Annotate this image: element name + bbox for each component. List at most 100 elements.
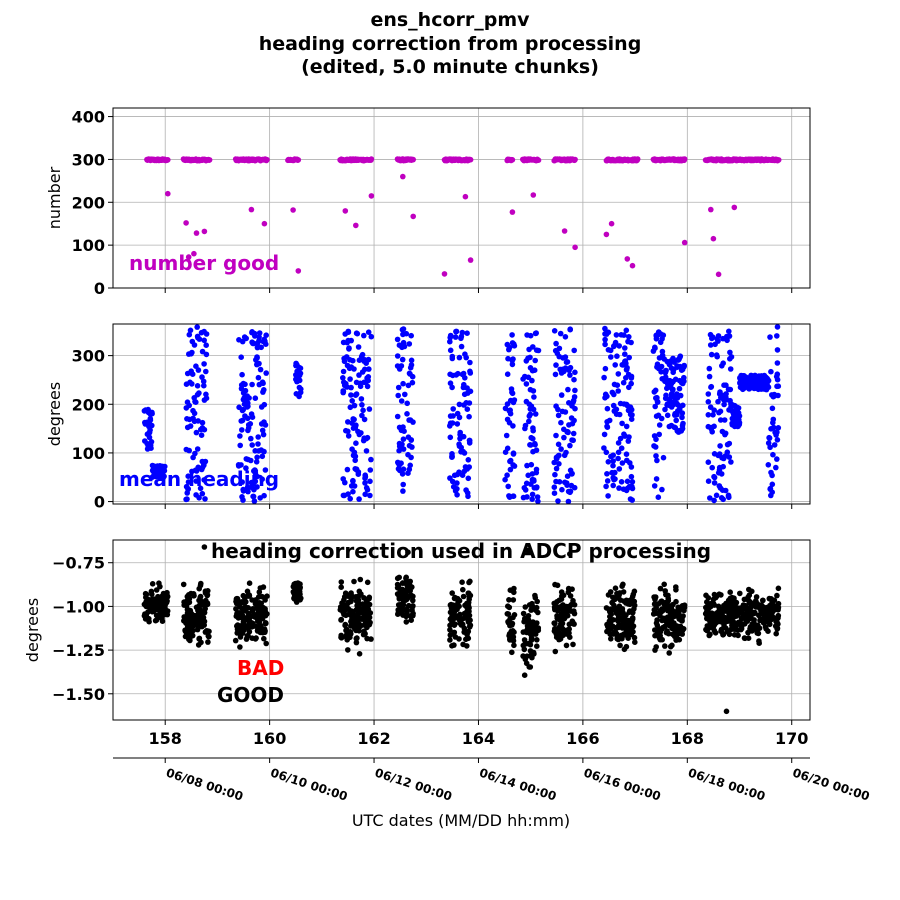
y-tick-label: 400 xyxy=(72,108,105,127)
data-point xyxy=(157,474,163,480)
data-point xyxy=(341,358,348,365)
data-point xyxy=(295,157,302,163)
data-point xyxy=(237,644,243,650)
data-point xyxy=(722,487,729,494)
data-point xyxy=(232,637,239,644)
data-point xyxy=(263,620,269,627)
data-point xyxy=(752,609,758,616)
title-line-3: (edited, 5.0 minute chunks) xyxy=(301,56,599,78)
data-point xyxy=(343,627,349,634)
data-point xyxy=(196,495,202,501)
data-point xyxy=(623,327,630,334)
data-point xyxy=(188,626,195,633)
data-point xyxy=(552,648,559,655)
data-point xyxy=(447,609,454,616)
data-point xyxy=(553,432,559,439)
data-point xyxy=(186,447,192,454)
outlier-point xyxy=(248,206,255,213)
data-point xyxy=(754,374,760,381)
annotation-heading-correction: heading correction used in ADCP processi… xyxy=(211,539,711,563)
outlier-point xyxy=(723,708,730,715)
data-point xyxy=(263,640,270,647)
data-point xyxy=(509,332,515,338)
data-point xyxy=(161,467,168,474)
data-point xyxy=(620,589,627,595)
data-point xyxy=(562,365,569,371)
data-point xyxy=(567,488,574,495)
data-point xyxy=(616,485,622,491)
outlier-point xyxy=(191,250,197,257)
data-point xyxy=(348,623,354,629)
data-point xyxy=(194,626,201,633)
data-point xyxy=(337,607,344,613)
data-point xyxy=(571,347,577,354)
data-point xyxy=(709,464,715,471)
data-point xyxy=(712,341,718,348)
data-point xyxy=(529,628,536,634)
data-point xyxy=(199,419,206,426)
data-point xyxy=(201,382,207,389)
data-point xyxy=(260,431,267,438)
data-point xyxy=(249,597,255,603)
data-point xyxy=(464,406,471,413)
data-point xyxy=(745,635,752,641)
data-point xyxy=(396,440,403,447)
data-point xyxy=(201,426,208,433)
data-point xyxy=(564,428,571,435)
data-point xyxy=(565,498,572,505)
data-point xyxy=(631,598,638,605)
data-point xyxy=(707,404,714,411)
data-point xyxy=(614,382,621,389)
data-point xyxy=(245,593,252,599)
data-point xyxy=(722,453,728,460)
data-point xyxy=(366,594,373,601)
data-point xyxy=(467,370,474,376)
data-point xyxy=(250,340,256,347)
data-point xyxy=(254,355,260,361)
data-point xyxy=(238,385,245,392)
title-line-2: heading correction from processing xyxy=(259,33,642,55)
data-point xyxy=(602,365,609,372)
data-point xyxy=(464,330,470,337)
data-point xyxy=(447,380,454,387)
data-point xyxy=(203,368,209,375)
data-point xyxy=(570,399,576,405)
data-point xyxy=(257,366,264,373)
data-point xyxy=(604,405,611,412)
data-point xyxy=(531,394,537,400)
data-point xyxy=(774,360,781,366)
data-point xyxy=(704,612,711,618)
data-point xyxy=(154,600,160,606)
data-point xyxy=(668,399,674,406)
data-point xyxy=(659,486,665,493)
data-point xyxy=(405,382,412,389)
data-point xyxy=(252,333,258,339)
data-point xyxy=(747,624,754,630)
data-point xyxy=(159,605,165,611)
data-point xyxy=(724,629,731,635)
data-point xyxy=(153,612,160,619)
data-point xyxy=(775,612,782,619)
data-point xyxy=(620,486,627,493)
data-point xyxy=(733,417,740,424)
data-point xyxy=(261,635,267,642)
data-point xyxy=(529,491,536,498)
data-point xyxy=(255,448,262,454)
data-point xyxy=(165,157,171,163)
data-point xyxy=(567,372,573,378)
outlier-point xyxy=(441,271,448,277)
data-point xyxy=(456,636,462,642)
data-point xyxy=(451,642,457,648)
data-point xyxy=(612,362,618,368)
data-point xyxy=(363,448,370,454)
data-point xyxy=(143,594,149,601)
data-point xyxy=(654,457,660,464)
data-point xyxy=(397,467,403,474)
data-point xyxy=(523,480,530,487)
y-tick-label: 200 xyxy=(72,395,105,414)
data-point xyxy=(612,595,618,602)
data-point xyxy=(449,478,456,485)
data-point xyxy=(601,374,607,381)
data-point xyxy=(610,462,616,469)
data-point xyxy=(530,435,536,442)
